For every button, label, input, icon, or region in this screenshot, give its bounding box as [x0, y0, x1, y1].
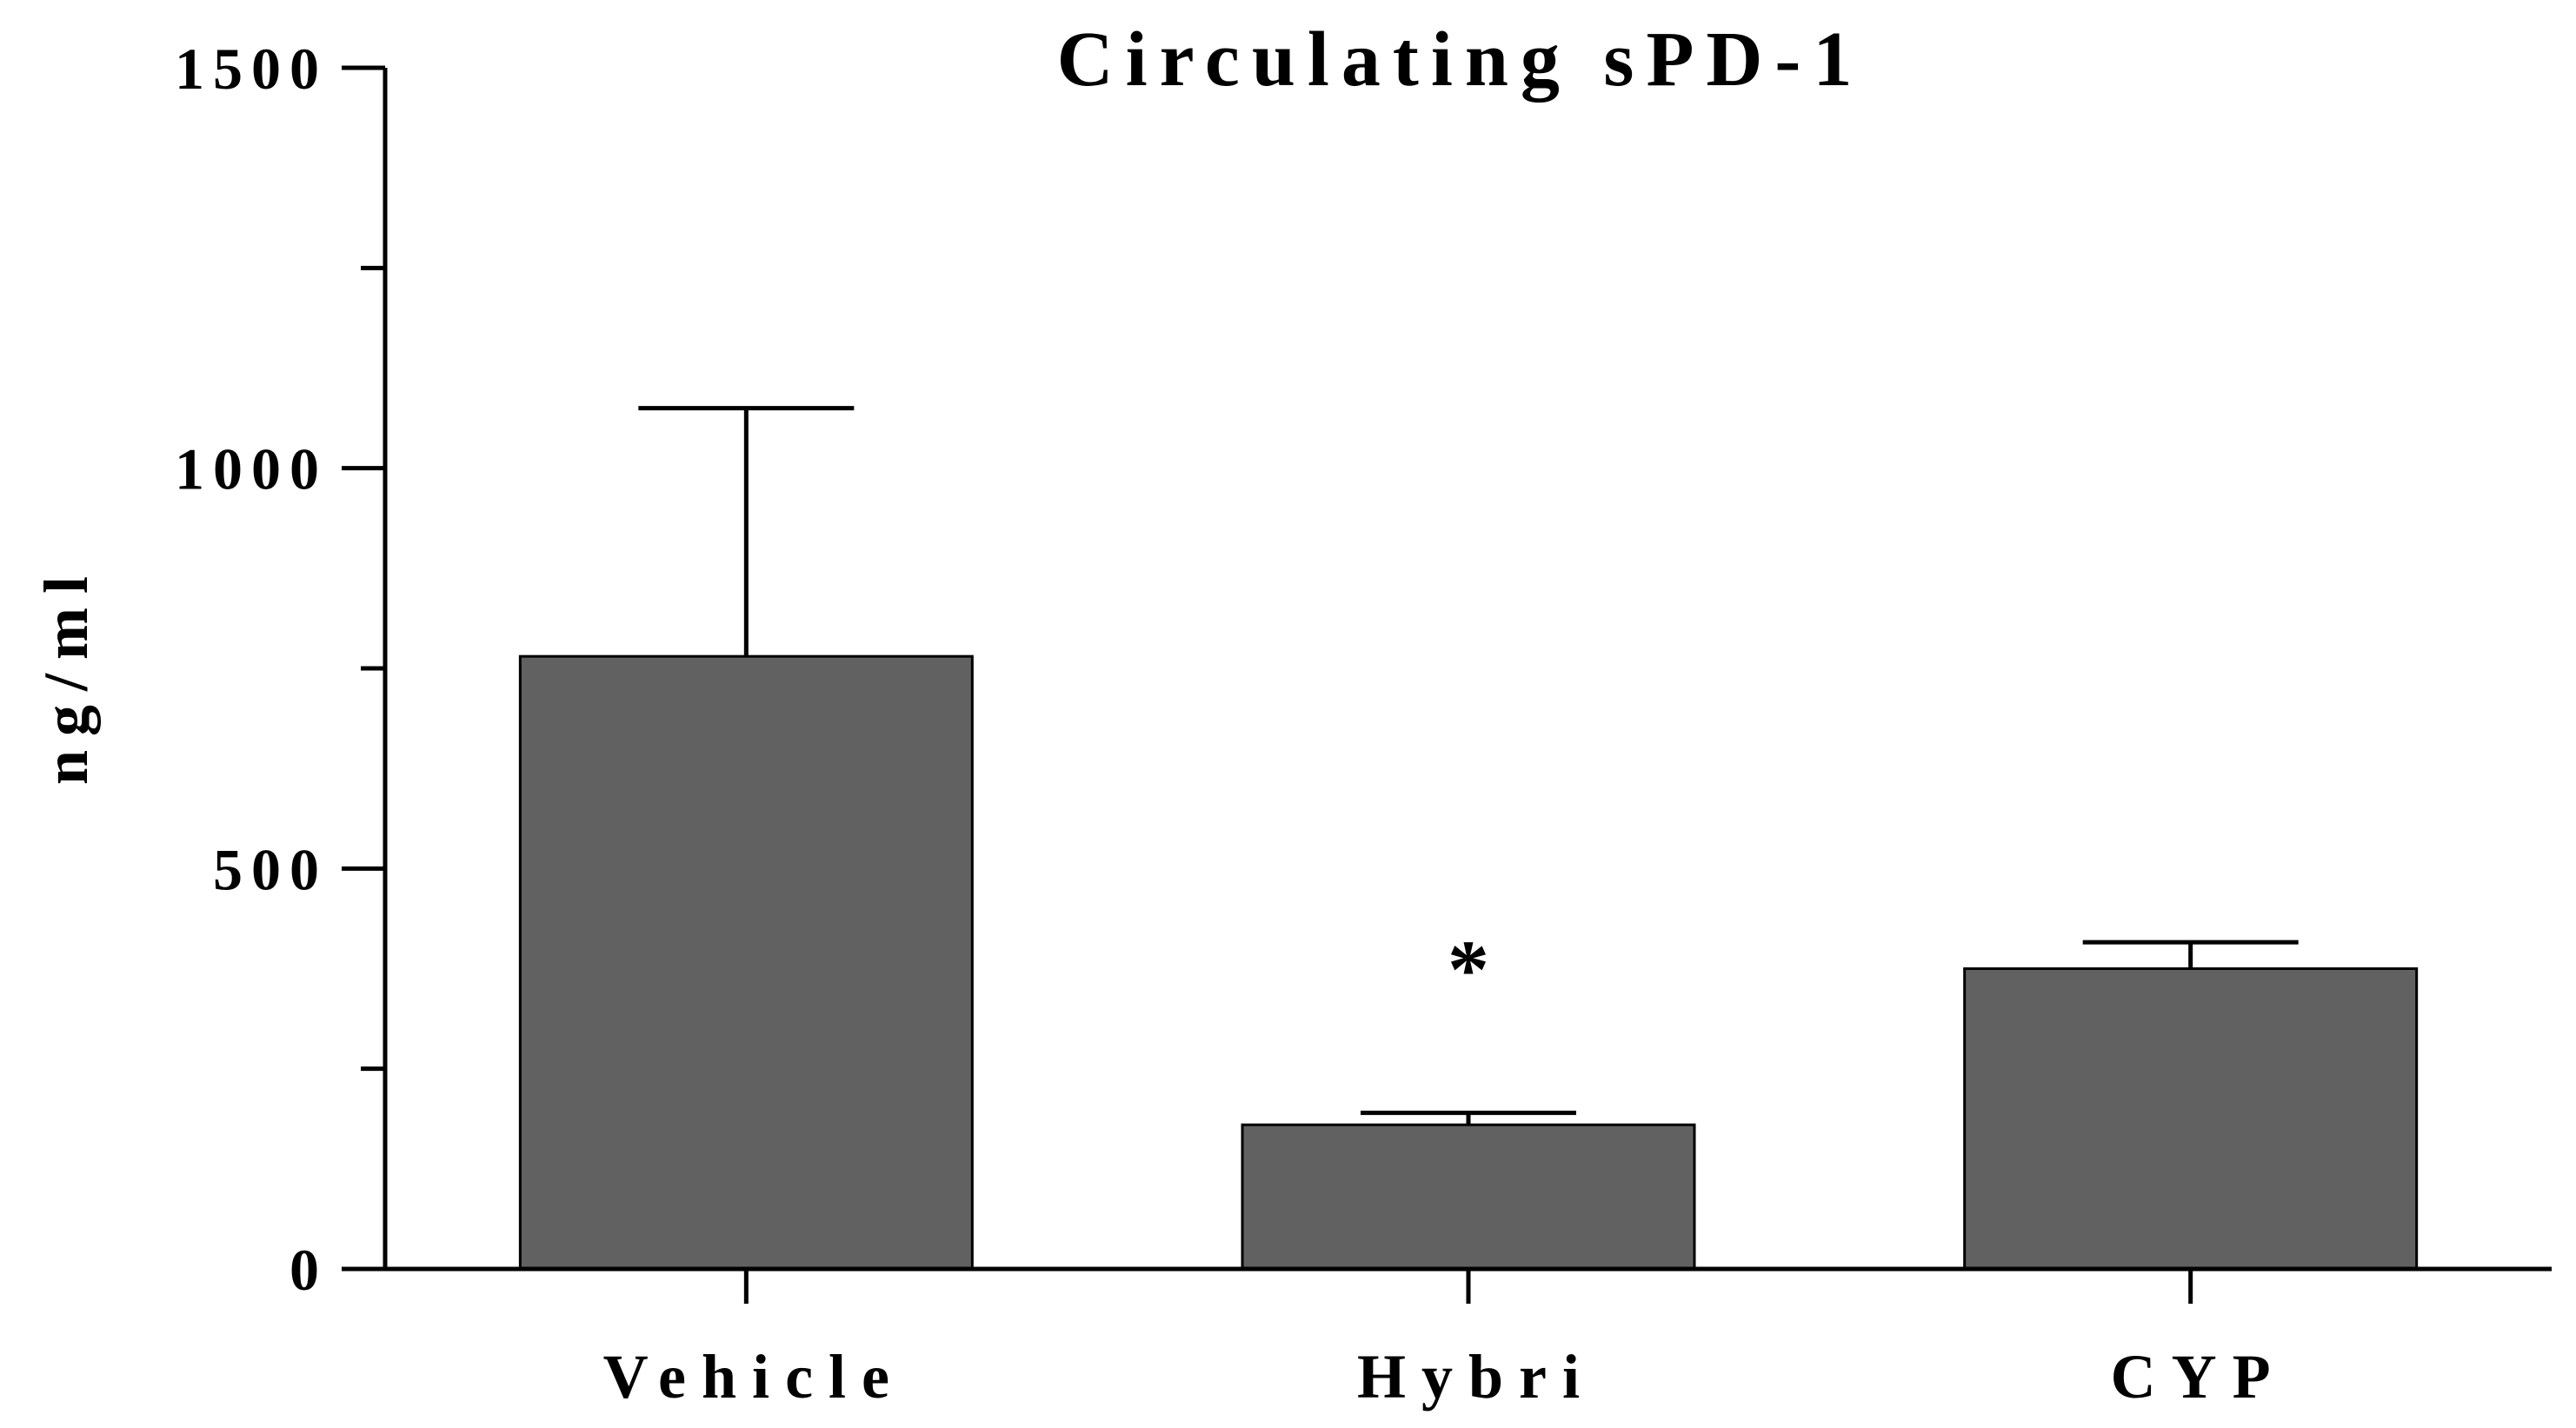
y-tick-label-1500: 1500: [175, 36, 328, 102]
x-tick-label-hybri: Hybri: [1357, 1342, 1595, 1411]
y-tick-label-500: 500: [213, 836, 328, 902]
plot-area: Vehicle Hybri CYP 0 500 1000 1500 *: [175, 36, 2552, 1411]
y-tick-label-1000: 1000: [175, 436, 328, 502]
chart-title: Circulating sPD-1: [1057, 17, 1865, 103]
x-tick-label-vehicle: Vehicle: [603, 1342, 905, 1411]
bar-hybri: [1241, 1123, 1696, 1271]
x-tick-label-cyp: CYP: [2111, 1342, 2286, 1411]
bar-cyp: [1963, 967, 2419, 1271]
significance-asterisk: *: [1448, 923, 1489, 1016]
bar-vehicle: [518, 654, 974, 1271]
y-axis-label: ng/ml: [31, 562, 101, 785]
y-tick-label-0: 0: [290, 1237, 328, 1303]
